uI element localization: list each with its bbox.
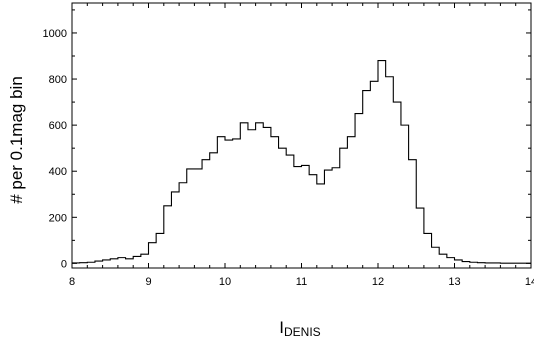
x-axis-title: IDENIS (279, 318, 320, 339)
y-tick-label: 0 (61, 258, 67, 270)
y-tick-label: 400 (49, 166, 67, 178)
x-axis-title-subscript: DENIS (284, 325, 321, 339)
x-tick-label: 10 (219, 276, 231, 288)
y-tick-label: 1000 (43, 28, 67, 40)
plot-frame (71, 2, 532, 269)
y-tick-label: 800 (49, 74, 67, 86)
x-tick-label: 14 (525, 276, 534, 288)
y-tick-label: 600 (49, 120, 67, 132)
x-tick-label: 8 (69, 276, 75, 288)
histogram-series (72, 60, 531, 264)
x-axis-title-main: I (279, 318, 284, 337)
x-tick-label: 11 (296, 276, 307, 288)
y-tick-label: 200 (49, 212, 67, 224)
y-axis: 0 200 400 600 800 1000 (43, 9, 531, 270)
x-tick-label: 12 (372, 276, 384, 288)
y-axis-title: # per 0.1mag bin (7, 76, 26, 204)
x-tick-label: 9 (145, 276, 151, 288)
x-tick-label: 13 (448, 276, 460, 288)
x-axis: 8 9 10 11 12 13 14 (69, 3, 534, 288)
